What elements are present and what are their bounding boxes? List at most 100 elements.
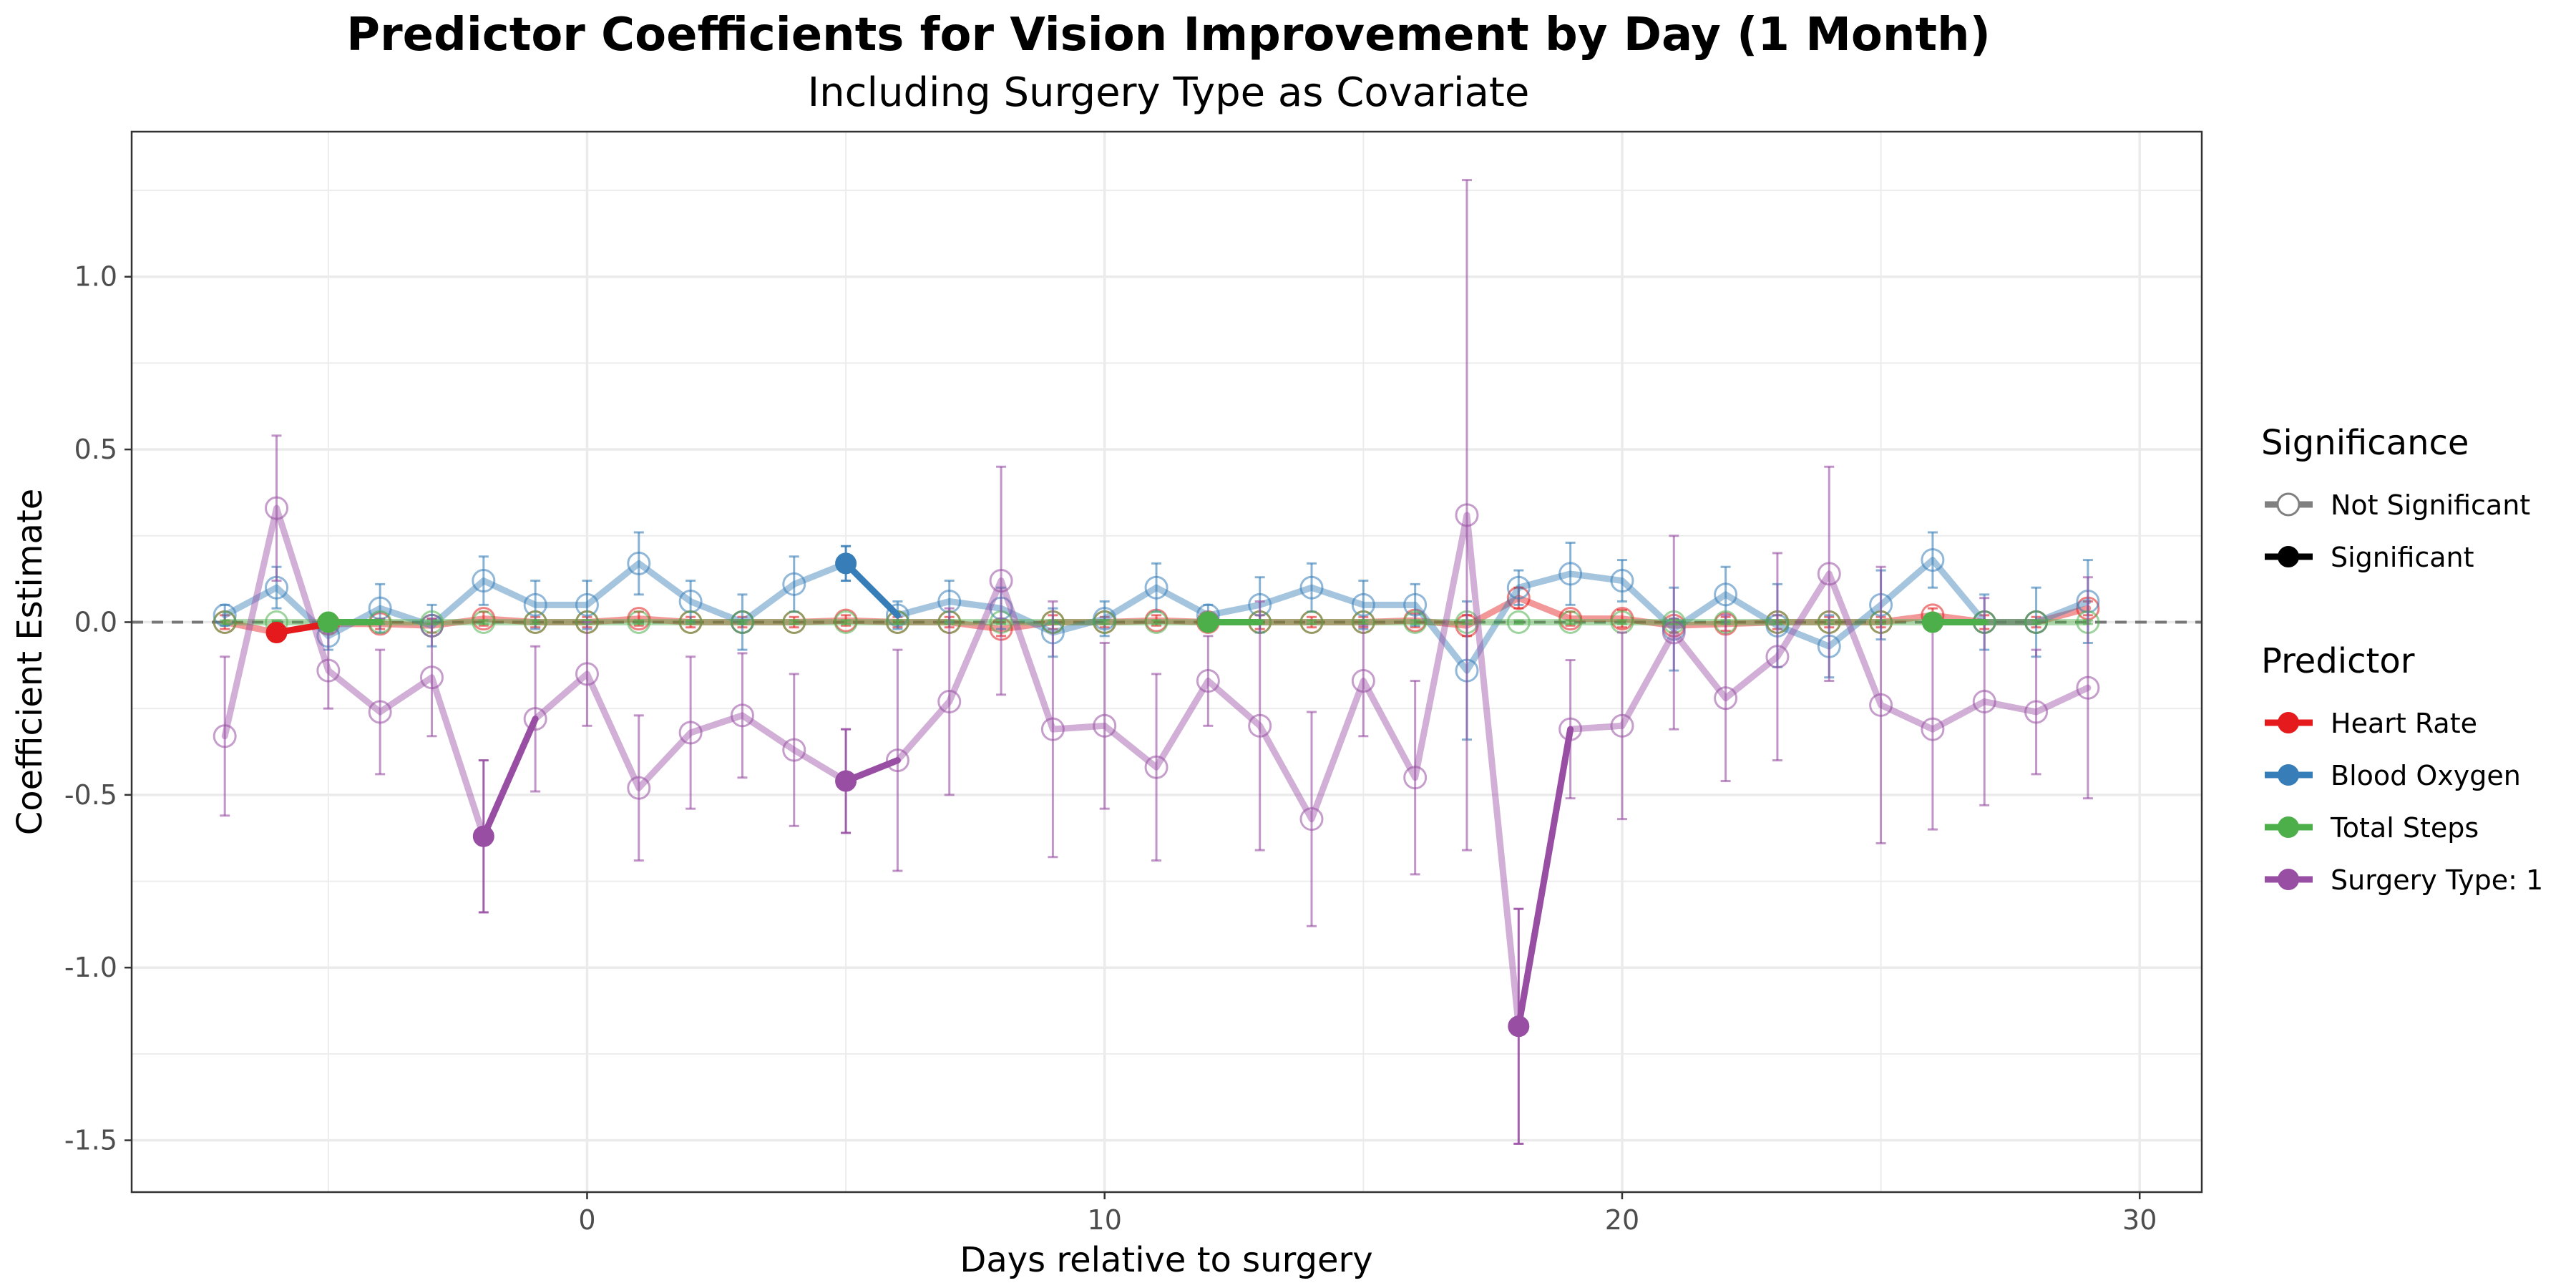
blood-oxygen-point [1403, 592, 1428, 617]
total-steps-point [834, 610, 858, 634]
blood-oxygen-point [472, 569, 496, 593]
legend-surgery-type-1-marker [2278, 869, 2299, 890]
total-steps-point [730, 610, 754, 634]
surgery-type-1-point [1093, 713, 1117, 738]
blood-oxygen-point [885, 603, 909, 628]
surgery-type-1-point [678, 721, 703, 745]
surgery-type-1-point [730, 703, 754, 728]
legend-significance-title: Significance [2261, 423, 2469, 463]
blood-oxygen-point [782, 572, 806, 596]
surgery-type-1-significant-segment [1515, 726, 1574, 1030]
total-steps-point [1093, 610, 1117, 634]
surgery-type-1-point [1351, 669, 1375, 693]
surgery-type-1-point [1144, 755, 1169, 779]
total-steps-point [1299, 610, 1324, 634]
legend-blood-oxygen-label: Blood Oxygen [2331, 760, 2521, 791]
blood-oxygen-significant-segment [842, 560, 901, 619]
x-tick-label: 30 [2122, 1204, 2157, 1236]
blood-oxygen-point [1714, 582, 1738, 607]
surgery-type-1-point [627, 776, 651, 800]
total-steps-point-significant [1921, 611, 1943, 633]
plot-border [130, 130, 2203, 1194]
total-steps-point [1144, 610, 1169, 634]
surgery-type-1-point [1817, 562, 1841, 586]
surgery-type-1-point [1714, 686, 1738, 711]
total-steps-point-significant [317, 611, 339, 633]
legend-not-significant-marker [2276, 492, 2301, 517]
legend-significance: Significance Not Significant Significant [2261, 423, 2530, 573]
y-tick-label: -1.0 [64, 952, 117, 983]
x-tick-label: 10 [1088, 1204, 1122, 1236]
total-steps-point [1506, 610, 1531, 634]
total-steps-point [678, 610, 703, 634]
surgery-type-1-point [316, 658, 341, 683]
legend-predictor: Predictor Heart Rate Blood Oxygen Total St… [2261, 641, 2543, 896]
blood-oxygen-point [1610, 569, 1634, 593]
surgery-type-1-point-significant [1508, 1015, 1530, 1038]
surgery-type-1-point [1455, 503, 1479, 527]
surgery-type-1-point [1765, 645, 1790, 669]
significant-layer [265, 552, 1988, 1038]
surgery-type-1-point [213, 724, 237, 748]
x-tick-label: 0 [578, 1204, 595, 1236]
surgery-type-1-point [782, 738, 806, 762]
chart-title: Predictor Coefficients for Vision Improv… [346, 9, 1991, 62]
x-axis-title: Days relative to surgery [960, 1240, 1372, 1280]
blood-oxygen-point-significant [835, 552, 857, 575]
surgery-type-1-point [368, 700, 392, 724]
y-tick-label: 0.5 [74, 434, 117, 465]
total-steps-point-significant [1197, 611, 1219, 633]
surgery-type-1-point [2076, 675, 2100, 700]
y-axis-title: Coefficient Estimate [10, 489, 50, 836]
surgery-type-1-point [575, 662, 599, 686]
surgery-type-1-point [989, 569, 1013, 593]
total-steps-point [627, 610, 651, 634]
blood-oxygen-point [1299, 575, 1324, 600]
x-tick-label: 20 [1605, 1204, 1639, 1236]
surgery-type-1-point [1040, 717, 1065, 741]
heart-rate-point-significant [265, 621, 288, 643]
plot-area [130, 130, 2203, 1194]
y-axis: -1.5 -1.0 -0.5 0.0 0.5 1.0 [64, 261, 132, 1156]
plot-panel [132, 132, 2202, 1192]
legend-blood-oxygen-marker [2278, 764, 2299, 786]
surgery-type-1-point [523, 707, 547, 731]
y-tick-label: -1.5 [64, 1125, 117, 1156]
blood-oxygen-point [1351, 592, 1375, 617]
total-steps-point [523, 610, 547, 634]
surgery-type-1-point [1403, 766, 1428, 790]
legend-predictor-title: Predictor [2261, 641, 2415, 681]
total-steps-point [1403, 610, 1428, 634]
y-tick-label: 1.0 [74, 261, 117, 293]
legend-heart-rate-label: Heart Rate [2331, 708, 2477, 739]
legend-surgery-type-1-label: Surgery Type: 1 [2331, 864, 2543, 896]
total-steps-point [213, 610, 237, 634]
blood-oxygen-point [213, 603, 237, 628]
surgery-type-1-point [1248, 713, 1272, 738]
total-steps-point [2024, 610, 2049, 634]
y-tick-label: 0.0 [74, 606, 117, 638]
legend-significant-label: Significant [2331, 542, 2474, 573]
surgery-type-1-significant-segment [480, 716, 539, 840]
blood-oxygen-point [1558, 562, 1583, 586]
blood-oxygen-point [1506, 575, 1531, 600]
surgery-type-1-point [885, 748, 909, 773]
surgery-type-1-point [265, 496, 289, 520]
surgery-type-1-point [419, 665, 444, 690]
chart-subtitle: Including Surgery Type as Covariate [808, 69, 1530, 116]
legend-total-steps-label: Total Steps [2330, 812, 2479, 844]
y-tick-label: -0.5 [64, 779, 117, 811]
legend-total-steps-marker [2278, 816, 2299, 838]
legend-not-significant-label: Not Significant [2331, 489, 2530, 521]
total-steps-point [782, 610, 806, 634]
surgery-type-1-point [1662, 620, 1686, 645]
x-axis: 0 10 20 30 [578, 1192, 2157, 1236]
surgery-type-1-point [1972, 690, 1996, 714]
surgery-type-1-point [1869, 693, 1893, 717]
surgery-type-1-point-significant [835, 770, 857, 792]
blood-oxygen-point [575, 592, 599, 617]
surgery-type-1-point [1610, 713, 1634, 738]
surgery-type-1-point [1299, 807, 1324, 831]
surgery-type-1-point [1196, 669, 1220, 693]
